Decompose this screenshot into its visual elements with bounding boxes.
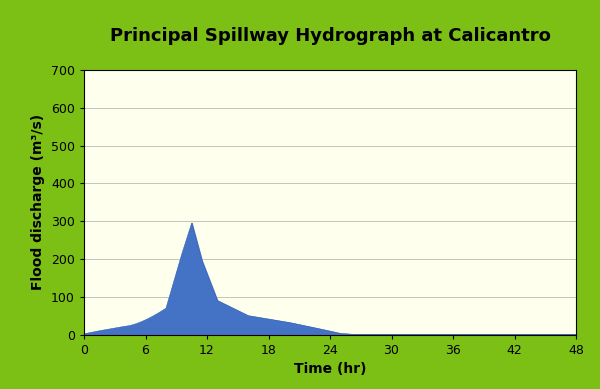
Y-axis label: Flood discharge (m³/s): Flood discharge (m³/s) [31,114,46,290]
Text: Principal Spillway Hydrograph at Calicantro: Principal Spillway Hydrograph at Calican… [110,27,550,45]
X-axis label: Time (hr): Time (hr) [294,362,366,376]
